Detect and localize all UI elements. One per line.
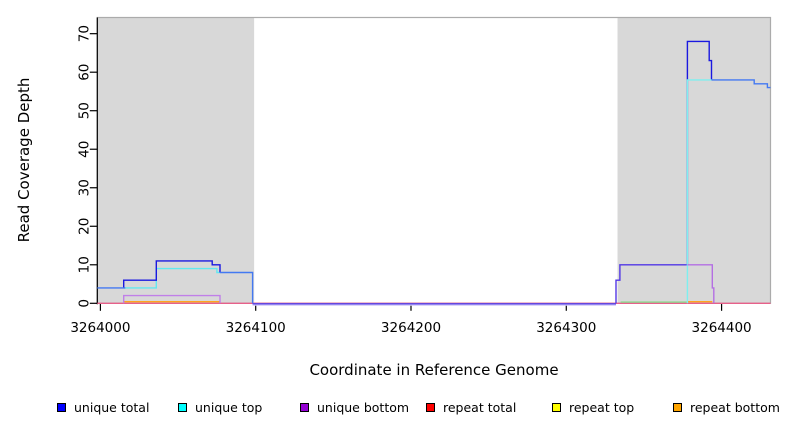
legend-item-repeat-total: repeat total [426,400,517,415]
y-tick-label: 70 [77,25,93,42]
repeat-region-shading [617,17,771,304]
y-tick-label: 50 [77,102,93,119]
legend-label: repeat total [443,400,517,415]
x-tick-label: 3264000 [70,320,130,336]
unique-total-swatch-icon [57,403,66,412]
legend-label: repeat top [569,400,635,415]
unique-bottom-swatch-icon [300,403,309,412]
y-tick-label: 10 [77,256,93,273]
repeat-bottom-swatch-icon [673,403,682,412]
series-line-blend-blue-tail [711,79,771,89]
series-line-unique-bottom-right [687,264,715,304]
y-tick-label: 30 [77,179,93,196]
legend-item-unique-top: unique top [178,400,263,415]
repeat-top-swatch-icon [552,403,561,412]
legend-label: unique top [195,400,263,415]
series-line-unique-top-left [123,267,220,289]
x-tick-label: 3264100 [226,320,286,336]
legend-item-repeat-bottom: repeat bottom [673,400,780,415]
x-axis-title: Coordinate in Reference Genome [309,361,559,379]
legend-label: repeat bottom [690,400,780,415]
x-tick-label: 3264200 [381,320,441,336]
series-line-unique-bottom-left [123,294,221,304]
series-line-blend-blue-eight [220,271,254,304]
repeat-region-shading [97,17,255,304]
repeat-total-swatch-icon [426,403,435,412]
unique-top-swatch-icon [178,403,187,412]
series-line-unique-total-left [123,260,221,288]
legend-label: unique bottom [317,400,410,415]
legend-label: unique total [74,400,150,415]
y-axis-title: Read Coverage Depth [15,77,33,243]
legend-item-unique-total: unique total [57,400,150,415]
y-tick-label: 60 [77,64,93,81]
legend-item-repeat-top: repeat top [552,400,635,415]
legend-item-unique-bottom: unique bottom [300,400,410,415]
y-tick-label: 40 [77,141,93,158]
x-tick-label: 3264400 [692,320,752,336]
y-tick-label: 20 [77,218,93,235]
y-tick-label: 0 [77,299,93,308]
x-tick-label: 3264300 [536,320,596,336]
series-line-unique-total-peak [686,40,713,265]
series-line-unique-top-right [686,79,712,304]
series-line-blend-rise-right [615,264,688,304]
